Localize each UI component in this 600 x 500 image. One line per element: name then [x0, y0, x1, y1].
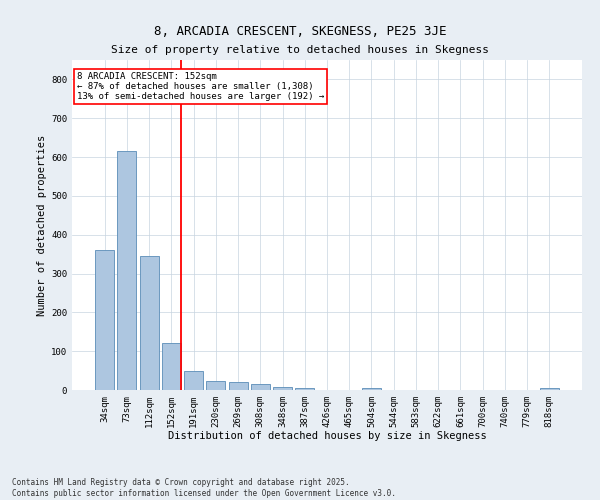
- Bar: [118, 151, 136, 390]
- Text: Contains HM Land Registry data © Crown copyright and database right 2025.
Contai: Contains HM Land Registry data © Crown c…: [12, 478, 396, 498]
- Text: 8 ARCADIA CRESCENT: 152sqm
← 87% of detached houses are smaller (1,308)
13% of s: 8 ARCADIA CRESCENT: 152sqm ← 87% of deta…: [77, 72, 325, 102]
- Y-axis label: Number of detached properties: Number of detached properties: [37, 134, 47, 316]
- Bar: [95, 250, 114, 390]
- Bar: [273, 388, 292, 390]
- Bar: [229, 382, 248, 390]
- Bar: [184, 370, 203, 390]
- X-axis label: Distribution of detached houses by size in Skegness: Distribution of detached houses by size …: [167, 432, 487, 442]
- Bar: [295, 388, 314, 390]
- Bar: [140, 256, 158, 390]
- Bar: [162, 344, 181, 390]
- Bar: [251, 384, 270, 390]
- Text: 8, ARCADIA CRESCENT, SKEGNESS, PE25 3JE: 8, ARCADIA CRESCENT, SKEGNESS, PE25 3JE: [154, 25, 446, 38]
- Bar: [206, 382, 225, 390]
- Bar: [540, 388, 559, 390]
- Text: Size of property relative to detached houses in Skegness: Size of property relative to detached ho…: [111, 45, 489, 55]
- Bar: [362, 388, 381, 390]
